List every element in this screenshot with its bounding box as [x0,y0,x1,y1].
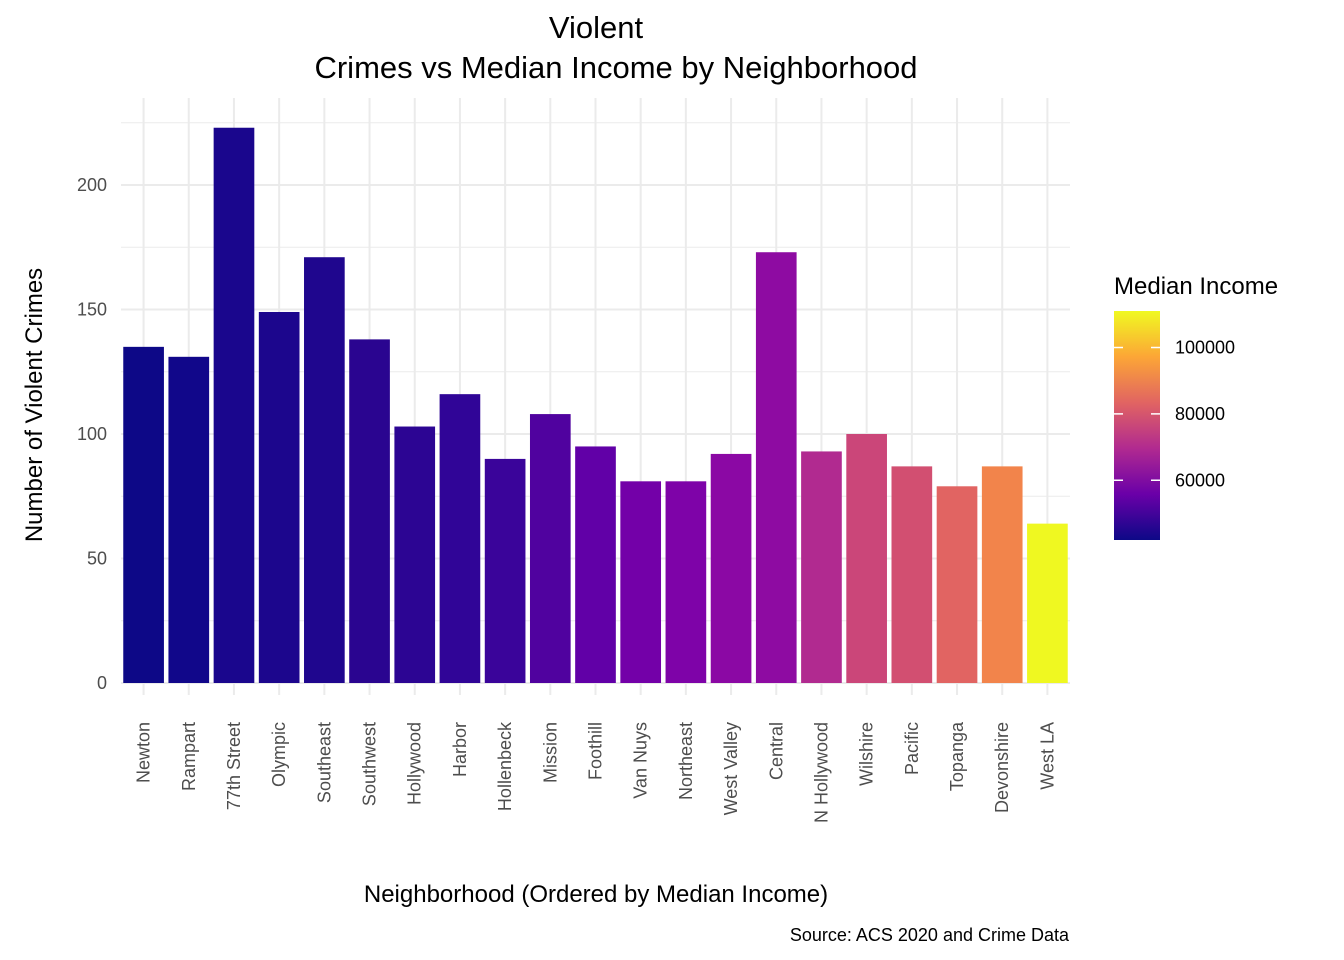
x-tick-label: Wilshire [857,722,877,786]
bar-southwest [349,339,390,683]
x-tick-label: Mission [540,722,560,783]
x-tick-label: Van Nuys [631,722,651,799]
x-tick-label: Hollenbeck [495,721,515,811]
x-tick-label: West Valley [721,722,741,815]
legend: Median Income 60000 80000 100000 [1114,273,1278,540]
bar-olympic [258,311,300,683]
legend-tick-label: 80000 [1175,404,1225,424]
x-tick-label: Hollywood [405,722,425,805]
bar-west-valley [710,453,752,683]
bar-foothill [575,446,616,683]
x-tick-label: Pacific [902,722,922,775]
y-tick-label: 100 [77,424,107,444]
x-tick-label: Olympic [269,722,289,787]
bar-mission [529,414,571,683]
bar-rampart [168,356,210,683]
bar-devonshire [981,466,1023,683]
x-tick-label: 77th Street [224,722,244,810]
bar-pacific [891,466,933,683]
y-axis-ticks: 0 50 100 150 200 [77,175,107,693]
bar-van-nuys [620,481,662,683]
bar-northeast [665,481,707,683]
x-tick-label: Harbor [450,722,470,777]
x-tick-label: Devonshire [992,722,1012,813]
bar-wilshire [846,434,887,683]
x-tick-label: Northeast [676,722,696,800]
legend-ticks: 60000 80000 100000 [1114,338,1235,490]
legend-tick-label: 60000 [1175,470,1225,490]
x-tick-label: Topanga [947,721,967,791]
x-tick-label: Southeast [314,722,334,803]
x-tick-label: Southwest [360,722,380,806]
legend-title: Median Income [1114,273,1278,300]
x-axis-title: Neighborhood (Ordered by Median Income) [364,881,828,908]
x-tick-label: Central [766,722,786,780]
x-tick-label: Newton [134,722,154,783]
bar-n-hollywood [801,451,842,683]
legend-tick-label: 100000 [1175,338,1235,358]
bar-77th-street [213,127,255,684]
bar-harbor [439,394,481,683]
y-tick-label: 200 [77,175,107,195]
x-tick-label: N Hollywood [811,722,831,823]
bars [123,127,1068,684]
bar-southeast [304,257,345,683]
x-tick-label: West LA [1037,722,1057,790]
chart-title-line-1: Violent [549,10,644,45]
y-tick-label: 150 [77,300,107,320]
x-tick-label: Foothill [586,722,606,780]
y-tick-label: 50 [87,549,107,569]
y-axis-title: Number of Violent Crimes [21,268,48,542]
y-tick-label: 0 [97,673,107,693]
chart-title-line-2: Crimes vs Median Income by Neighborhood [314,50,917,85]
bar-hollywood [394,426,436,683]
x-tick-label: Rampart [179,722,199,791]
legend-colorbar [1114,311,1160,540]
bar-hollenbeck [484,458,526,683]
bar-central [755,252,797,684]
bar-west-la [1027,523,1068,683]
bar-newton [123,346,164,683]
caption: Source: ACS 2020 and Crime Data [790,925,1070,945]
bar-topanga [936,486,978,683]
x-axis-ticks: Newton Rampart 77th Street Olympic Southeast… [134,721,1058,823]
